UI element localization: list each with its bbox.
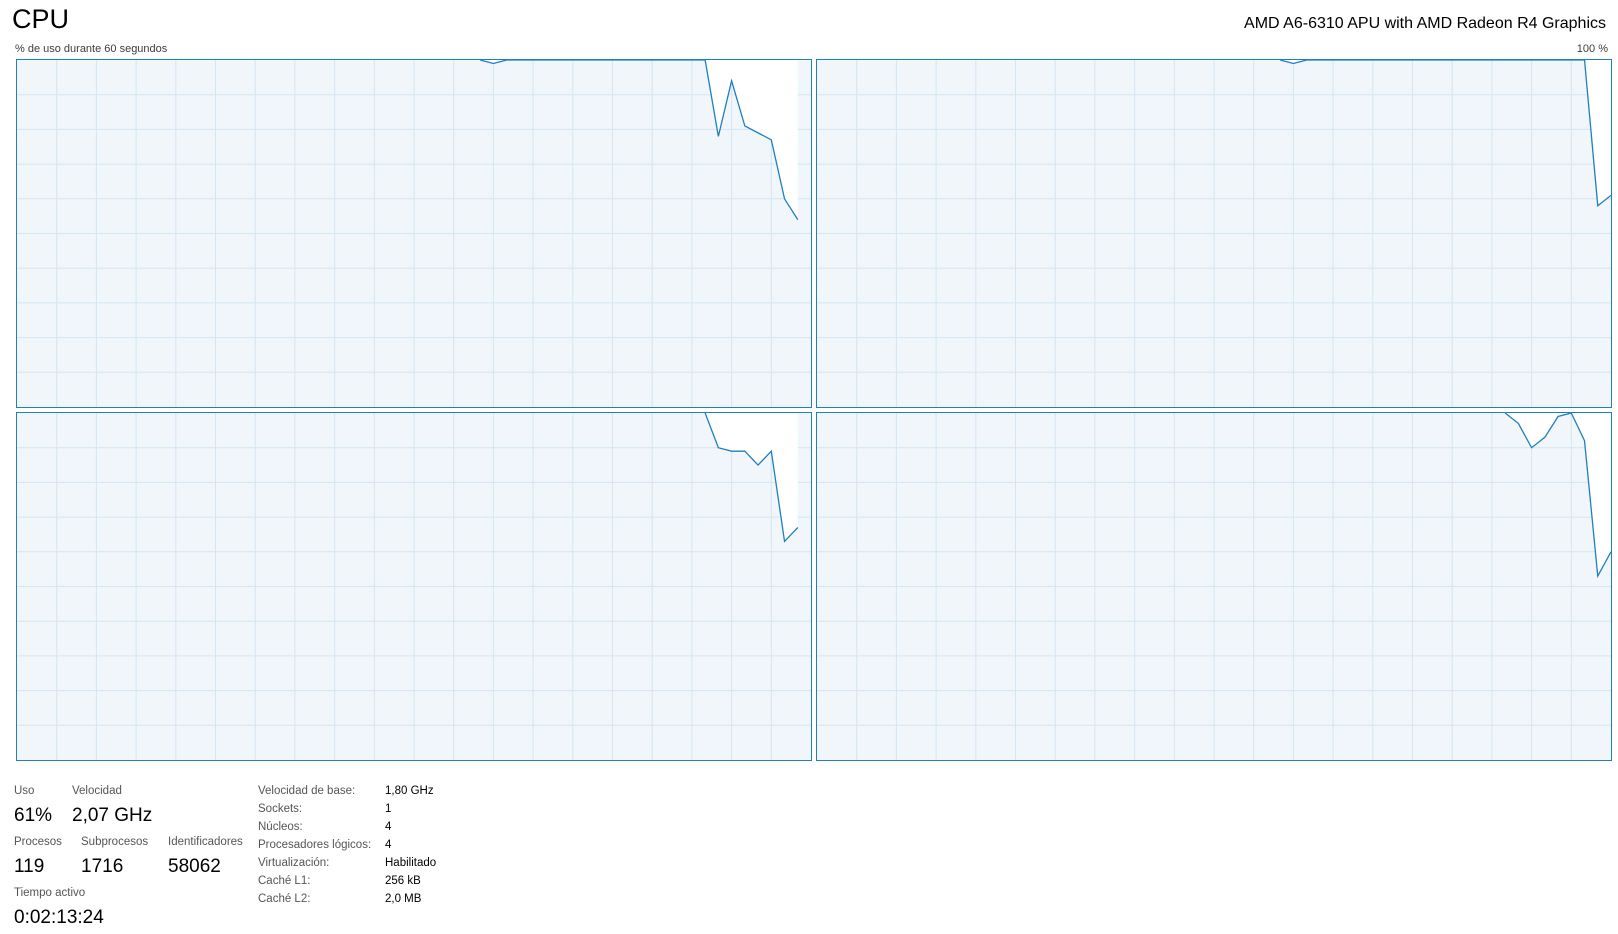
handles-value: 58062: [168, 856, 221, 877]
processes-label: Procesos: [14, 836, 62, 848]
chart-canvas: [817, 413, 1611, 760]
core-2-usage-chart[interactable]: [16, 412, 812, 761]
base-speed-label: Velocidad de base:: [258, 785, 356, 797]
cpu-model-name: AMD A6-6310 APU with AMD Radeon R4 Graph…: [1244, 15, 1606, 32]
uptime-value: 0:02:13:24: [14, 907, 104, 928]
core-3-usage-chart[interactable]: [816, 412, 1612, 761]
usage-gap-area: [705, 413, 798, 542]
virtualization-label: Virtualización:: [258, 857, 330, 869]
handles-label: Identificadores: [168, 836, 243, 848]
usage-line: [480, 60, 799, 220]
base-speed-value: 1,80 GHz: [385, 785, 434, 797]
cores-label: Núcleos:: [258, 821, 303, 833]
threads-label: Subprocesos: [81, 836, 149, 848]
cores-value: 4: [385, 821, 392, 833]
core-1-usage-chart[interactable]: [816, 59, 1612, 408]
chart-canvas: [817, 60, 1611, 407]
max-axis-label: 100 %: [1576, 43, 1608, 55]
speed-label: Velocidad: [72, 785, 122, 797]
logical-processors-value: 4: [385, 839, 392, 851]
usage-line: [1504, 413, 1611, 579]
usage-line: [704, 413, 799, 543]
usage-gap-area: [1280, 60, 1611, 206]
core-0-usage-chart[interactable]: [16, 59, 812, 408]
usage-label: Uso: [14, 785, 35, 797]
virtualization-value: Habilitado: [385, 857, 437, 869]
sockets-label: Sockets:: [258, 803, 303, 815]
threads-value: 1716: [81, 856, 124, 877]
page-title: CPU: [12, 4, 70, 34]
l2-cache-value: 2,0 MB: [385, 893, 422, 905]
usage-axis-label: % de uso durante 60 segundos: [15, 43, 168, 55]
l2-cache-label: Caché L2:: [258, 893, 311, 905]
sockets-value: 1: [385, 803, 392, 815]
speed-value: 2,07 GHz: [72, 805, 153, 826]
usage-value: 61%: [14, 805, 53, 826]
usage-gap-area: [480, 60, 798, 220]
chart-canvas: [17, 413, 811, 760]
l1-cache-value: 256 kB: [385, 875, 421, 887]
logical-processors-label: Procesadores lógicos:: [258, 839, 372, 851]
processes-value: 119: [14, 856, 45, 877]
chart-canvas: [17, 60, 811, 407]
usage-line: [1280, 60, 1611, 207]
uptime-label: Tiempo activo: [14, 887, 86, 899]
l1-cache-label: Caché L1:: [258, 875, 311, 887]
